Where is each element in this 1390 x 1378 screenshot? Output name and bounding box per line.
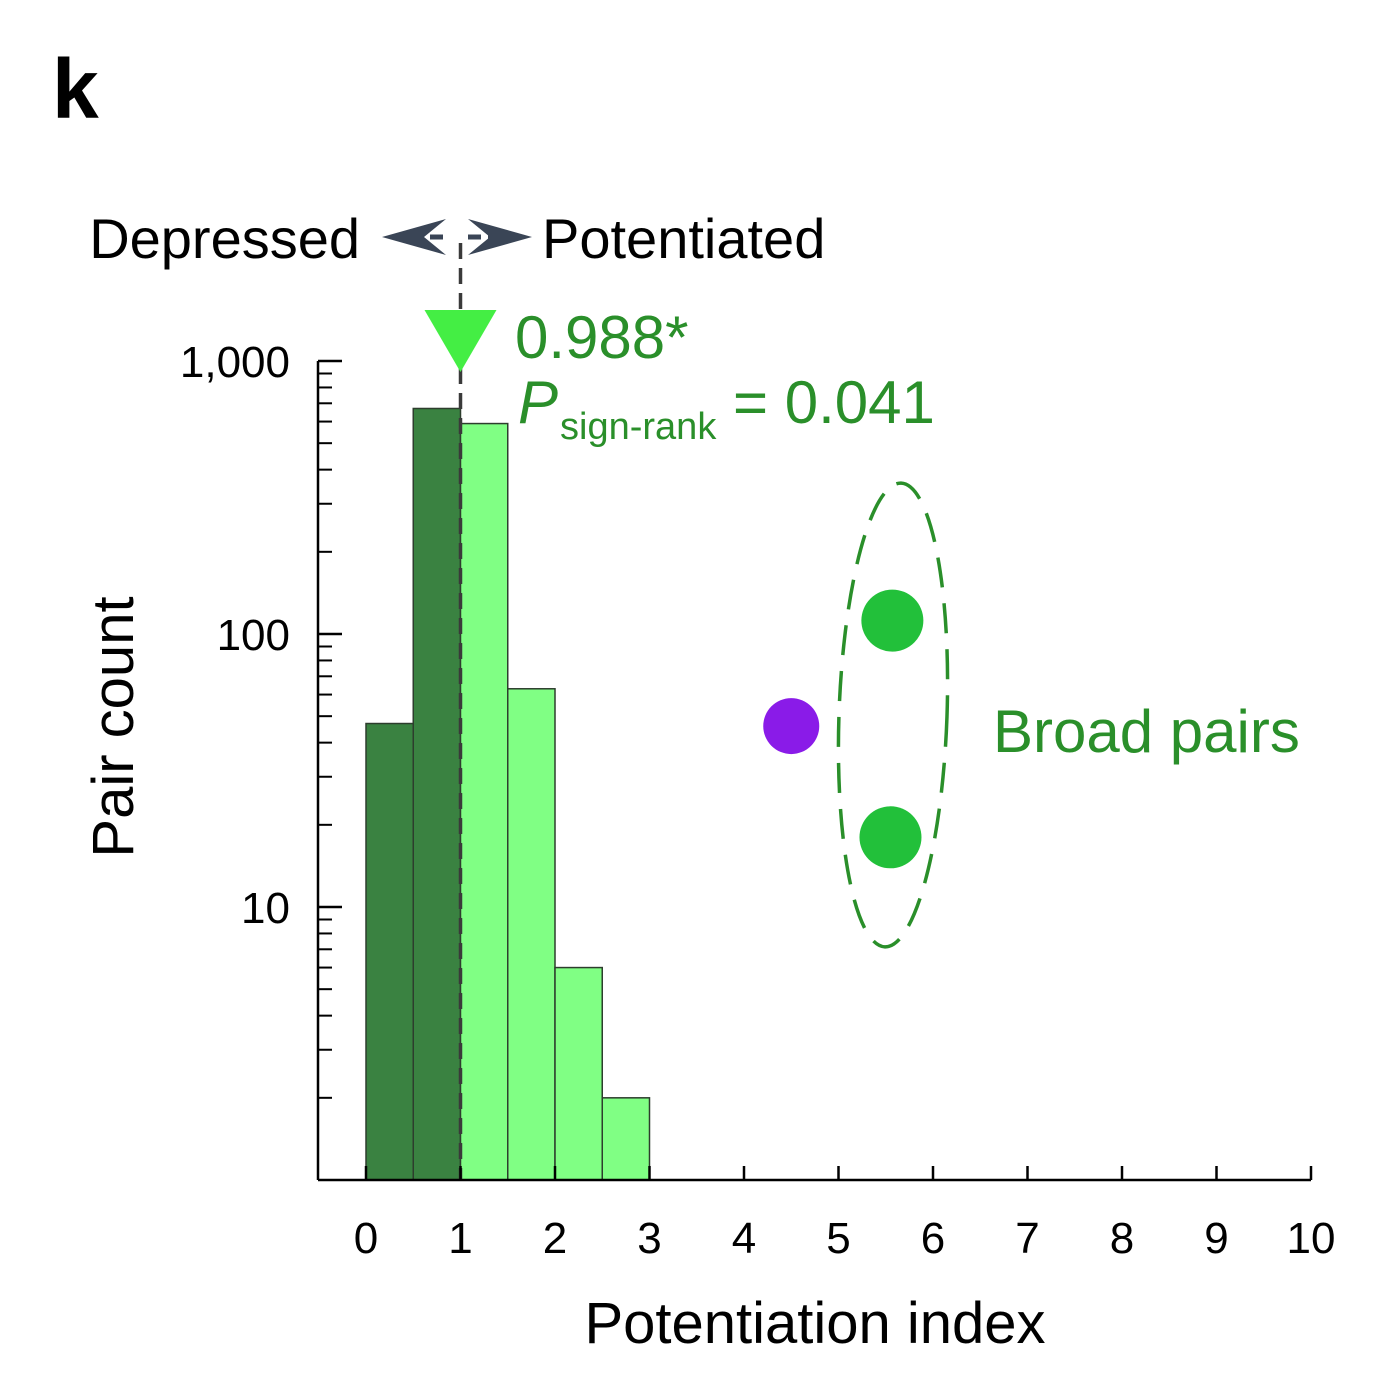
y-tick-label-0: 10 <box>241 884 290 933</box>
median-value: 0.988* <box>515 304 689 371</box>
bar-3 <box>507 688 556 1181</box>
point-series <box>763 589 924 869</box>
p-subscript: sign-rank <box>560 406 717 448</box>
x-tick-label-3: 3 <box>637 1214 661 1263</box>
y-tick-label-2: 1,000 <box>180 338 290 387</box>
x-tick-label-5: 5 <box>826 1214 850 1263</box>
x-tick-label-1: 1 <box>448 1214 472 1263</box>
bar-4 <box>554 966 603 1181</box>
x-tick-label-2: 2 <box>543 1214 567 1263</box>
y-axis-ticks: 10 100 1,000 <box>180 338 342 1099</box>
broad-point-1 <box>861 589 924 652</box>
left-arrow-icon <box>382 219 446 255</box>
p-value: = 0.041 <box>716 369 935 436</box>
x-tick-label-6: 6 <box>921 1214 945 1263</box>
right-arrow-icon <box>468 219 532 255</box>
bar-2 <box>459 422 509 1181</box>
outlier-point-0 <box>763 698 820 755</box>
x-axis-ticks: 0 1 2 3 4 5 6 7 8 9 10 <box>354 1166 1336 1263</box>
bar-5 <box>601 1097 651 1181</box>
p-value-annotation: Psign-rank = 0.041 <box>518 369 935 448</box>
broad-pairs-outline <box>836 481 950 949</box>
p-symbol: P <box>518 369 558 436</box>
x-tick-label-10: 10 <box>1287 1214 1336 1263</box>
x-tick-label-9: 9 <box>1204 1214 1228 1263</box>
x-axis-label: Potentiation index <box>584 1291 1045 1356</box>
y-axis-label: Pair count <box>81 596 146 857</box>
x-tick-label-7: 7 <box>1015 1214 1039 1263</box>
panel-label: k <box>52 42 99 136</box>
median-marker-icon <box>424 310 497 372</box>
x-tick-label-0: 0 <box>354 1214 378 1263</box>
bar-series <box>365 407 651 1181</box>
depressed-label: Depressed <box>89 207 360 270</box>
bar-0 <box>365 722 414 1181</box>
broad-point-2 <box>859 806 922 869</box>
axes <box>316 361 1311 1182</box>
potentiated-label: Potentiated <box>542 207 825 270</box>
x-tick-label-4: 4 <box>732 1214 756 1263</box>
x-tick-label-8: 8 <box>1110 1214 1134 1263</box>
broad-pairs-label: Broad pairs <box>993 698 1300 765</box>
y-tick-label-1: 100 <box>217 611 290 660</box>
bar-1 <box>412 407 462 1181</box>
